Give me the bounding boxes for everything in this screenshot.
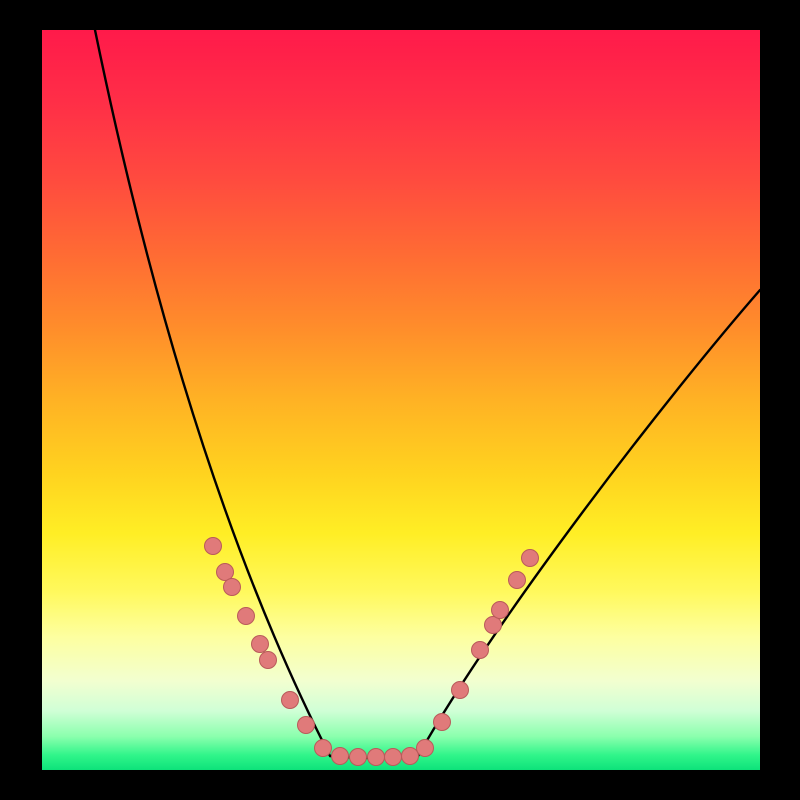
marker-point: [434, 714, 451, 731]
marker-point: [217, 564, 234, 581]
marker-point: [238, 608, 255, 625]
marker-point: [472, 642, 489, 659]
marker-point: [485, 617, 502, 634]
chart-frame: TheBottleneck.com: [0, 0, 800, 800]
marker-point: [282, 692, 299, 709]
marker-point: [350, 749, 367, 766]
marker-point: [260, 652, 277, 669]
marker-point: [509, 572, 526, 589]
marker-point: [385, 749, 402, 766]
marker-point: [402, 748, 419, 765]
bottleneck-chart-svg: [0, 0, 800, 800]
plot-background: [42, 30, 760, 770]
marker-point: [298, 717, 315, 734]
marker-point: [332, 748, 349, 765]
marker-point: [492, 602, 509, 619]
marker-point: [368, 749, 385, 766]
marker-point: [417, 740, 434, 757]
marker-point: [252, 636, 269, 653]
marker-point: [224, 579, 241, 596]
marker-point: [522, 550, 539, 567]
marker-point: [315, 740, 332, 757]
marker-point: [452, 682, 469, 699]
marker-point: [205, 538, 222, 555]
